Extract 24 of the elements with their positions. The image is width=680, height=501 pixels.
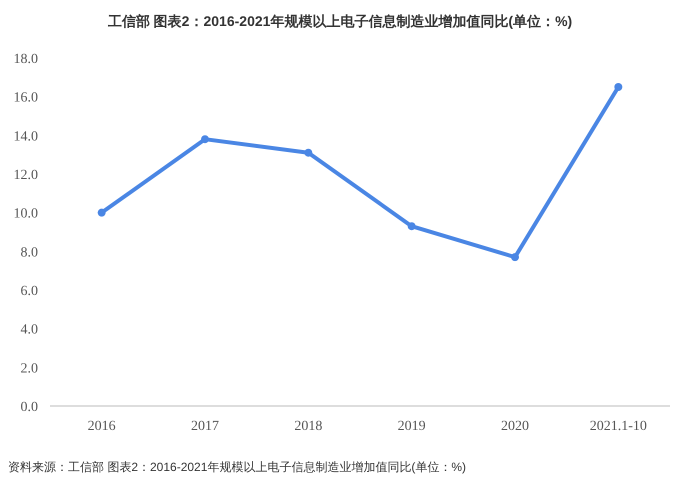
x-tick-label: 2017 <box>191 419 219 434</box>
y-tick-label: 10.0 <box>14 206 38 222</box>
y-tick-label: 0.0 <box>20 400 38 415</box>
x-tick-label: 2020 <box>501 419 529 434</box>
point <box>201 135 209 144</box>
y-tick-label: 8.0 <box>20 245 38 260</box>
y-tick-label: 2.0 <box>20 361 38 376</box>
y-tick-label: 4.0 <box>20 322 38 338</box>
y-tick-label: 6.0 <box>20 284 38 299</box>
y-tick-label: 14.0 <box>14 129 38 144</box>
x-tick-label: 2016 <box>88 419 116 434</box>
x-tick-label: 2018 <box>294 419 322 434</box>
x-tick-label: 2019 <box>398 419 426 434</box>
text: 资料来源：工信部 图表2：2016-2021年规模以上电子信息制造业增加值同比(单位：%) <box>8 460 466 474</box>
point <box>408 222 416 230</box>
point <box>98 208 106 217</box>
point <box>511 253 519 262</box>
point <box>304 148 312 157</box>
y-tick-label: 18.0 <box>14 52 38 67</box>
point <box>614 83 622 91</box>
y-tick-label: 12.0 <box>14 168 38 183</box>
chart-title: 工信部 图表2：2016-2021年规模以上电子信息制造业增加值同比(单位：%) <box>106 13 572 29</box>
x-tick-label: 2021.1-10 <box>590 419 647 434</box>
y-tick-label: 16.0 <box>14 90 38 106</box>
